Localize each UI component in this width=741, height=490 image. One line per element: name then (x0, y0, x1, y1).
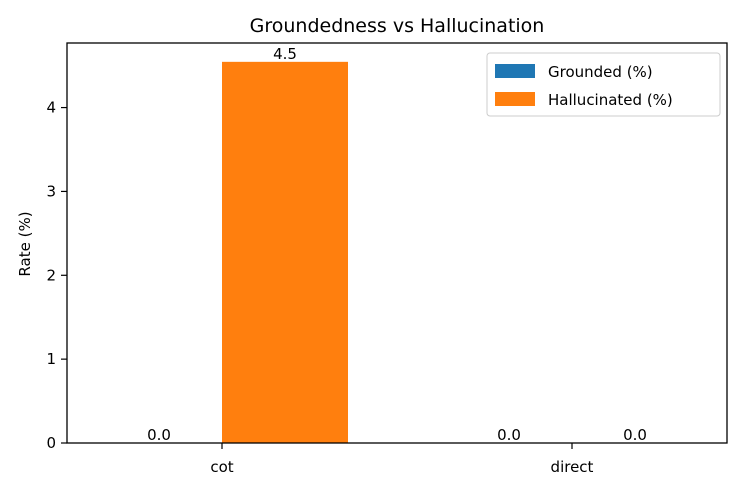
legend-swatch-series-0 (495, 64, 535, 78)
legend-frame (486, 52, 721, 117)
data-labels-group: 0.0 0.0 4.5 0.0 (147, 45, 647, 444)
data-label-cot-series-1: 4.5 (273, 45, 297, 63)
plot-area-frame (66, 42, 728, 444)
legend-label-series-0: Grounded (%) (548, 63, 653, 81)
y-axis-label: Rate (%) (16, 211, 34, 276)
x-tick-label-direct: direct (551, 458, 594, 476)
legend: Grounded (%) Hallucinated (%) (486, 52, 721, 117)
chart-title: Groundedness vs Hallucination (250, 15, 545, 37)
x-tick-label-cot: cot (210, 458, 233, 476)
y-tick-label: 0 (46, 434, 56, 452)
data-label-cot-series-0: 0.0 (147, 426, 171, 444)
y-tick-label: 4 (46, 99, 56, 117)
data-label-direct-series-1: 0.0 (623, 426, 647, 444)
y-axis: 0 1 2 3 4 (46, 99, 67, 452)
bars-group (222, 61, 348, 443)
y-tick-label: 3 (46, 182, 56, 200)
bar-cot-series-1 (222, 61, 348, 443)
x-axis: cot direct (210, 443, 594, 476)
data-label-direct-series-0: 0.0 (497, 426, 521, 444)
y-tick-label: 2 (46, 266, 56, 284)
legend-swatch-series-1 (495, 92, 535, 106)
legend-label-series-1: Hallucinated (%) (548, 91, 673, 109)
y-tick-label: 1 (46, 350, 56, 368)
